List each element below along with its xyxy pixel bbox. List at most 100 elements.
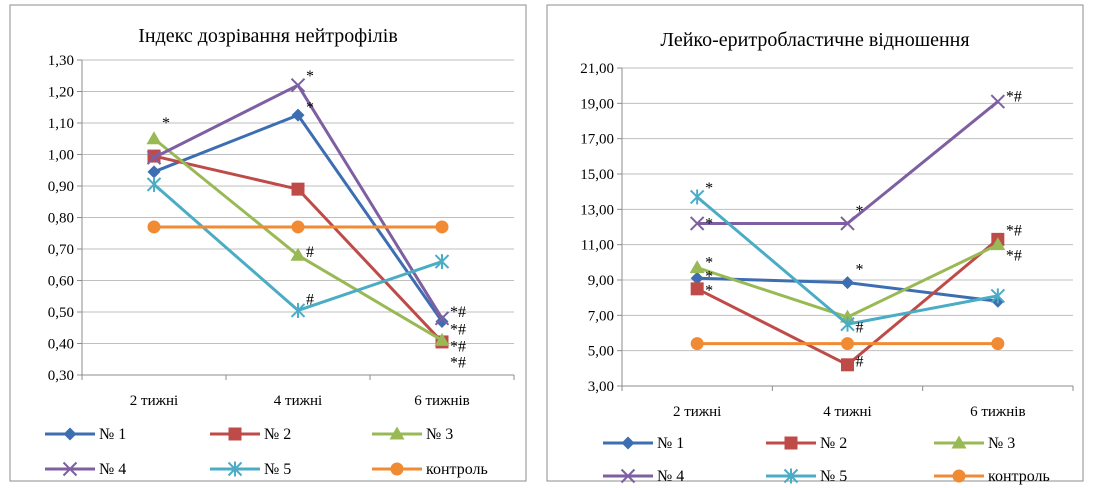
legend-item: контроль <box>372 461 488 478</box>
legend-marker <box>228 427 242 441</box>
series-4 <box>689 94 1006 231</box>
legend-label: № 2 <box>820 435 847 452</box>
data-point <box>434 311 450 326</box>
y-tick-label: 15,00 <box>580 167 614 183</box>
significance-annotation: * <box>705 180 713 197</box>
y-tick-label: 21,00 <box>580 61 614 77</box>
series-4 <box>146 77 450 326</box>
data-point <box>841 358 854 372</box>
legend-label: контроль <box>426 461 488 478</box>
significance-annotation: *# <box>450 321 466 338</box>
legend-item: № 4 <box>603 468 684 485</box>
data-point <box>435 314 449 328</box>
legend-label: № 4 <box>657 468 684 485</box>
data-point <box>291 182 305 196</box>
significance-annotation: # <box>856 320 864 337</box>
legend-marker <box>62 461 78 477</box>
y-tick-label: 5,00 <box>588 344 614 360</box>
significance-annotation: * <box>162 115 170 132</box>
data-point <box>690 282 704 296</box>
y-tick-label: 0,80 <box>48 211 74 227</box>
significance-annotation: * <box>705 254 713 271</box>
y-tick-label: 0,50 <box>48 305 74 321</box>
data-point <box>840 216 855 231</box>
significance-annotation: * <box>306 99 314 116</box>
legend-marker <box>389 426 405 440</box>
data-point <box>841 276 854 290</box>
y-tick-label: 1,10 <box>48 116 74 132</box>
data-point <box>291 220 305 234</box>
series-6 <box>690 337 1005 351</box>
data-point <box>990 94 1006 109</box>
data-point <box>990 288 1006 304</box>
data-point <box>689 189 705 205</box>
significance-annotation: *# <box>1006 247 1022 264</box>
y-tick-label: 1,20 <box>48 85 74 101</box>
x-tick-label: 2 тижні <box>130 393 178 409</box>
legend-marker <box>621 436 635 450</box>
data-point <box>841 337 854 351</box>
legend-marker <box>784 436 798 450</box>
significance-annotation: *# <box>450 339 466 356</box>
y-tick-label: 0,30 <box>48 368 74 384</box>
data-point <box>147 165 161 179</box>
data-point <box>291 108 305 122</box>
legend-label: № 5 <box>264 461 291 478</box>
legend-label: № 3 <box>426 426 453 443</box>
x-tick-label: 6 тижнів <box>970 404 1025 420</box>
data-point <box>434 332 450 346</box>
legend-marker <box>620 468 636 484</box>
significance-annotation: *# <box>450 354 466 371</box>
significance-annotation: # <box>856 353 864 370</box>
data-point <box>290 77 306 93</box>
chart-leuko-erythroblastic-ratio: Лейко-еритробластичне відношення 3,00 5,00… <box>546 4 1084 485</box>
legend-item: № 2 <box>210 426 291 443</box>
data-point <box>840 316 855 332</box>
legend-marker <box>227 461 243 477</box>
x-tick-label: 4 тижні <box>274 393 322 409</box>
significance-annotation: * <box>705 268 713 285</box>
significance-annotation: * <box>705 283 713 300</box>
y-tick-label: 0,60 <box>48 274 74 290</box>
data-point <box>146 176 162 192</box>
y-tick-label: 11,00 <box>581 238 614 254</box>
x-tick-label: 4 тижні <box>823 404 871 420</box>
legend-label: № 1 <box>99 426 126 443</box>
series-3 <box>146 131 450 346</box>
legend-item: контроль <box>934 468 1050 485</box>
y-tick-label: 1,00 <box>48 148 74 164</box>
legend-item: № 1 <box>603 435 684 452</box>
y-tick-label: 17,00 <box>580 132 614 148</box>
series-6 <box>147 220 449 234</box>
chart-neutrophil-maturation: Індекс дозрівання нейтрофілів 0,30 0,40 0,5… <box>9 4 527 482</box>
legend-item: № 4 <box>45 461 126 478</box>
y-tick-label: 9,00 <box>588 273 614 289</box>
legend-label: № 2 <box>264 426 291 443</box>
legend-marker <box>952 469 966 483</box>
legend-item: № 2 <box>766 435 847 452</box>
x-tick-label: 2 тижні <box>673 404 721 420</box>
legend-marker <box>951 435 967 449</box>
legend-item: № 5 <box>766 468 847 485</box>
legend-item: № 3 <box>934 435 1015 452</box>
data-point <box>990 237 1006 251</box>
legend-marker <box>783 468 799 484</box>
data-point <box>689 260 705 274</box>
x-tick-label: 6 тижнів <box>414 393 469 409</box>
y-tick-label: 7,00 <box>588 308 614 324</box>
data-point <box>146 150 162 165</box>
y-tick-label: 1,30 <box>48 53 74 69</box>
significance-annotation: * <box>856 203 864 220</box>
chart-title: Індекс дозрівання нейтрофілів <box>138 25 398 47</box>
legend-label: № 3 <box>988 435 1015 452</box>
y-tick-label: 0,90 <box>48 179 74 195</box>
y-tick-label: 19,00 <box>580 96 614 112</box>
data-point <box>435 220 449 234</box>
legend-marker <box>390 462 404 476</box>
significance-annotation: * <box>306 68 314 85</box>
y-tick-label: 0,40 <box>48 337 74 353</box>
significance-annotation: * <box>705 215 713 232</box>
legend-label: № 1 <box>657 435 684 452</box>
data-point <box>290 247 306 261</box>
